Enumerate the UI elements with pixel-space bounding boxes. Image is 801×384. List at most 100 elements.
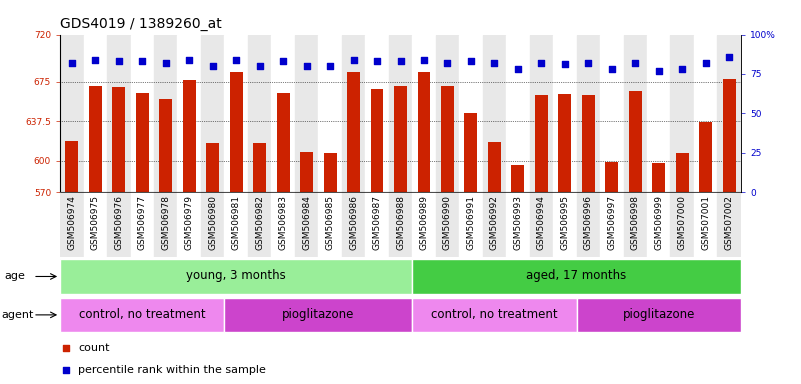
Bar bbox=[89, 86, 102, 192]
Bar bbox=[230, 72, 243, 192]
Point bbox=[207, 63, 219, 69]
Text: aged, 17 months: aged, 17 months bbox=[526, 269, 626, 282]
Bar bbox=[441, 86, 454, 192]
Text: GSM506976: GSM506976 bbox=[115, 195, 123, 250]
Bar bbox=[154, 35, 178, 192]
Bar bbox=[394, 86, 407, 192]
Bar bbox=[723, 79, 735, 192]
Text: GSM506989: GSM506989 bbox=[420, 195, 429, 250]
Bar bbox=[201, 35, 224, 192]
Bar bbox=[136, 93, 149, 192]
Bar bbox=[670, 35, 694, 192]
Point bbox=[253, 63, 266, 69]
Bar bbox=[558, 94, 571, 192]
Bar bbox=[248, 35, 272, 192]
Point bbox=[230, 57, 243, 63]
Bar bbox=[295, 192, 318, 257]
Bar bbox=[436, 35, 459, 192]
Text: GSM506993: GSM506993 bbox=[513, 195, 522, 250]
Bar bbox=[718, 35, 741, 192]
Text: count: count bbox=[78, 343, 110, 353]
Bar bbox=[629, 91, 642, 192]
Bar bbox=[324, 153, 336, 192]
Bar bbox=[365, 192, 388, 257]
Point bbox=[465, 58, 477, 65]
Text: GSM506999: GSM506999 bbox=[654, 195, 663, 250]
Bar bbox=[206, 143, 219, 192]
Bar bbox=[83, 35, 107, 192]
Point bbox=[558, 61, 571, 68]
Bar bbox=[417, 72, 430, 192]
Bar bbox=[483, 35, 506, 192]
Text: GSM506979: GSM506979 bbox=[185, 195, 194, 250]
Text: GSM506991: GSM506991 bbox=[466, 195, 476, 250]
Bar bbox=[371, 89, 384, 192]
Bar bbox=[694, 35, 718, 192]
Point bbox=[488, 60, 501, 66]
Bar bbox=[577, 298, 741, 332]
Text: agent: agent bbox=[2, 310, 34, 320]
Bar bbox=[318, 35, 342, 192]
Text: GSM506997: GSM506997 bbox=[607, 195, 616, 250]
Point bbox=[606, 66, 618, 72]
Bar bbox=[66, 141, 78, 192]
Bar bbox=[159, 99, 172, 192]
Text: GSM506984: GSM506984 bbox=[302, 195, 311, 250]
Point bbox=[417, 57, 430, 63]
Point bbox=[629, 60, 642, 66]
Point bbox=[136, 58, 149, 65]
Bar bbox=[60, 35, 83, 192]
Bar bbox=[694, 192, 718, 257]
Bar bbox=[318, 192, 342, 257]
Point bbox=[676, 66, 689, 72]
Text: percentile rank within the sample: percentile rank within the sample bbox=[78, 365, 267, 375]
Bar bbox=[253, 143, 266, 192]
Text: age: age bbox=[4, 271, 25, 281]
Bar bbox=[506, 35, 529, 192]
Bar bbox=[483, 192, 506, 257]
Bar bbox=[623, 192, 647, 257]
Bar bbox=[272, 35, 295, 192]
Bar bbox=[459, 35, 483, 192]
Bar bbox=[459, 192, 483, 257]
Point bbox=[159, 60, 172, 66]
Bar bbox=[60, 298, 224, 332]
Bar bbox=[413, 259, 741, 294]
Bar bbox=[413, 298, 577, 332]
Bar bbox=[388, 192, 413, 257]
Point bbox=[652, 68, 665, 74]
Text: control, no treatment: control, no treatment bbox=[431, 308, 557, 321]
Text: GSM507002: GSM507002 bbox=[725, 195, 734, 250]
Bar bbox=[183, 80, 195, 192]
Point bbox=[347, 57, 360, 63]
Text: GSM506981: GSM506981 bbox=[231, 195, 240, 250]
Bar bbox=[553, 35, 577, 192]
Bar bbox=[647, 192, 670, 257]
Point bbox=[512, 66, 525, 72]
Bar bbox=[506, 192, 529, 257]
Bar bbox=[224, 298, 413, 332]
Point bbox=[394, 58, 407, 65]
Bar bbox=[342, 35, 365, 192]
Point bbox=[582, 60, 594, 66]
Bar bbox=[300, 152, 313, 192]
Bar bbox=[529, 35, 553, 192]
Bar bbox=[60, 259, 413, 294]
Bar bbox=[676, 153, 689, 192]
Bar bbox=[224, 192, 248, 257]
Bar bbox=[413, 35, 436, 192]
Point bbox=[66, 60, 78, 66]
Bar bbox=[488, 142, 501, 192]
Bar bbox=[224, 35, 248, 192]
Bar bbox=[276, 93, 290, 192]
Text: GSM506986: GSM506986 bbox=[349, 195, 358, 250]
Bar bbox=[388, 35, 413, 192]
Bar bbox=[606, 162, 618, 192]
Bar bbox=[248, 192, 272, 257]
Bar bbox=[178, 35, 201, 192]
Text: GSM507001: GSM507001 bbox=[701, 195, 710, 250]
Bar bbox=[295, 35, 318, 192]
Text: GSM506990: GSM506990 bbox=[443, 195, 452, 250]
Point bbox=[441, 60, 454, 66]
Bar bbox=[436, 192, 459, 257]
